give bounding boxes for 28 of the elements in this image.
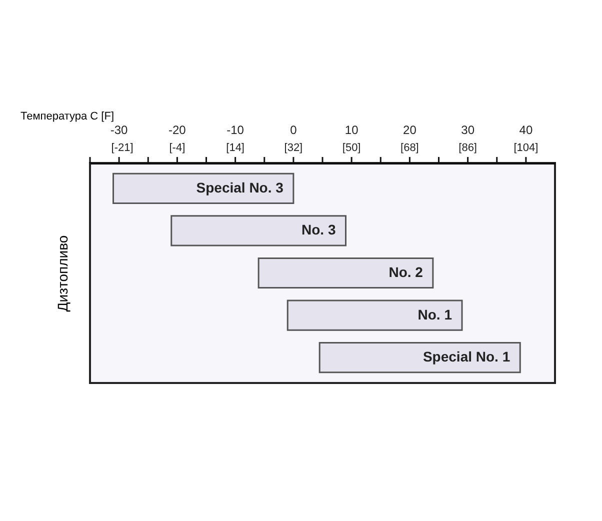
x-tick-label: 10 (344, 123, 359, 137)
x-tick-label: -20 (168, 123, 186, 137)
x2-tick-label: [32] (284, 142, 303, 154)
bar (170, 215, 346, 246)
x2-tick-label: [14] (226, 142, 244, 154)
y-tick-label: No. 2 (388, 264, 424, 280)
x-tick-label: 20 (403, 123, 417, 137)
y-tick-label: Special No. 1 (422, 348, 510, 365)
bar (112, 172, 294, 204)
x2-tick-label: [68] (400, 142, 419, 154)
x2-tick-label: [104] (514, 142, 538, 154)
x2-tick-label: [-21] (111, 142, 134, 154)
bar (318, 342, 521, 374)
y-axis-title: Дизтопливо (54, 235, 70, 312)
bar (258, 257, 434, 289)
y-tick-label: No. 1 (418, 306, 452, 322)
x-axis-title: Температура C [F] (20, 110, 114, 122)
x2-tick-label: [50] (342, 142, 361, 154)
x2-tick-label: [-4] (169, 142, 186, 154)
x-tick-label: -10 (226, 123, 244, 137)
x-tick-label: -30 (110, 123, 128, 137)
x2-tick-label: [86] (458, 142, 477, 154)
x-tick-label: 0 (290, 123, 298, 137)
x-tick-label: 30 (461, 123, 475, 137)
y-tick-label: Special No. 3 (196, 179, 284, 196)
bar (286, 300, 463, 331)
y-tick-label: No. 3 (302, 222, 336, 238)
x-tick-label: 40 (519, 123, 533, 137)
